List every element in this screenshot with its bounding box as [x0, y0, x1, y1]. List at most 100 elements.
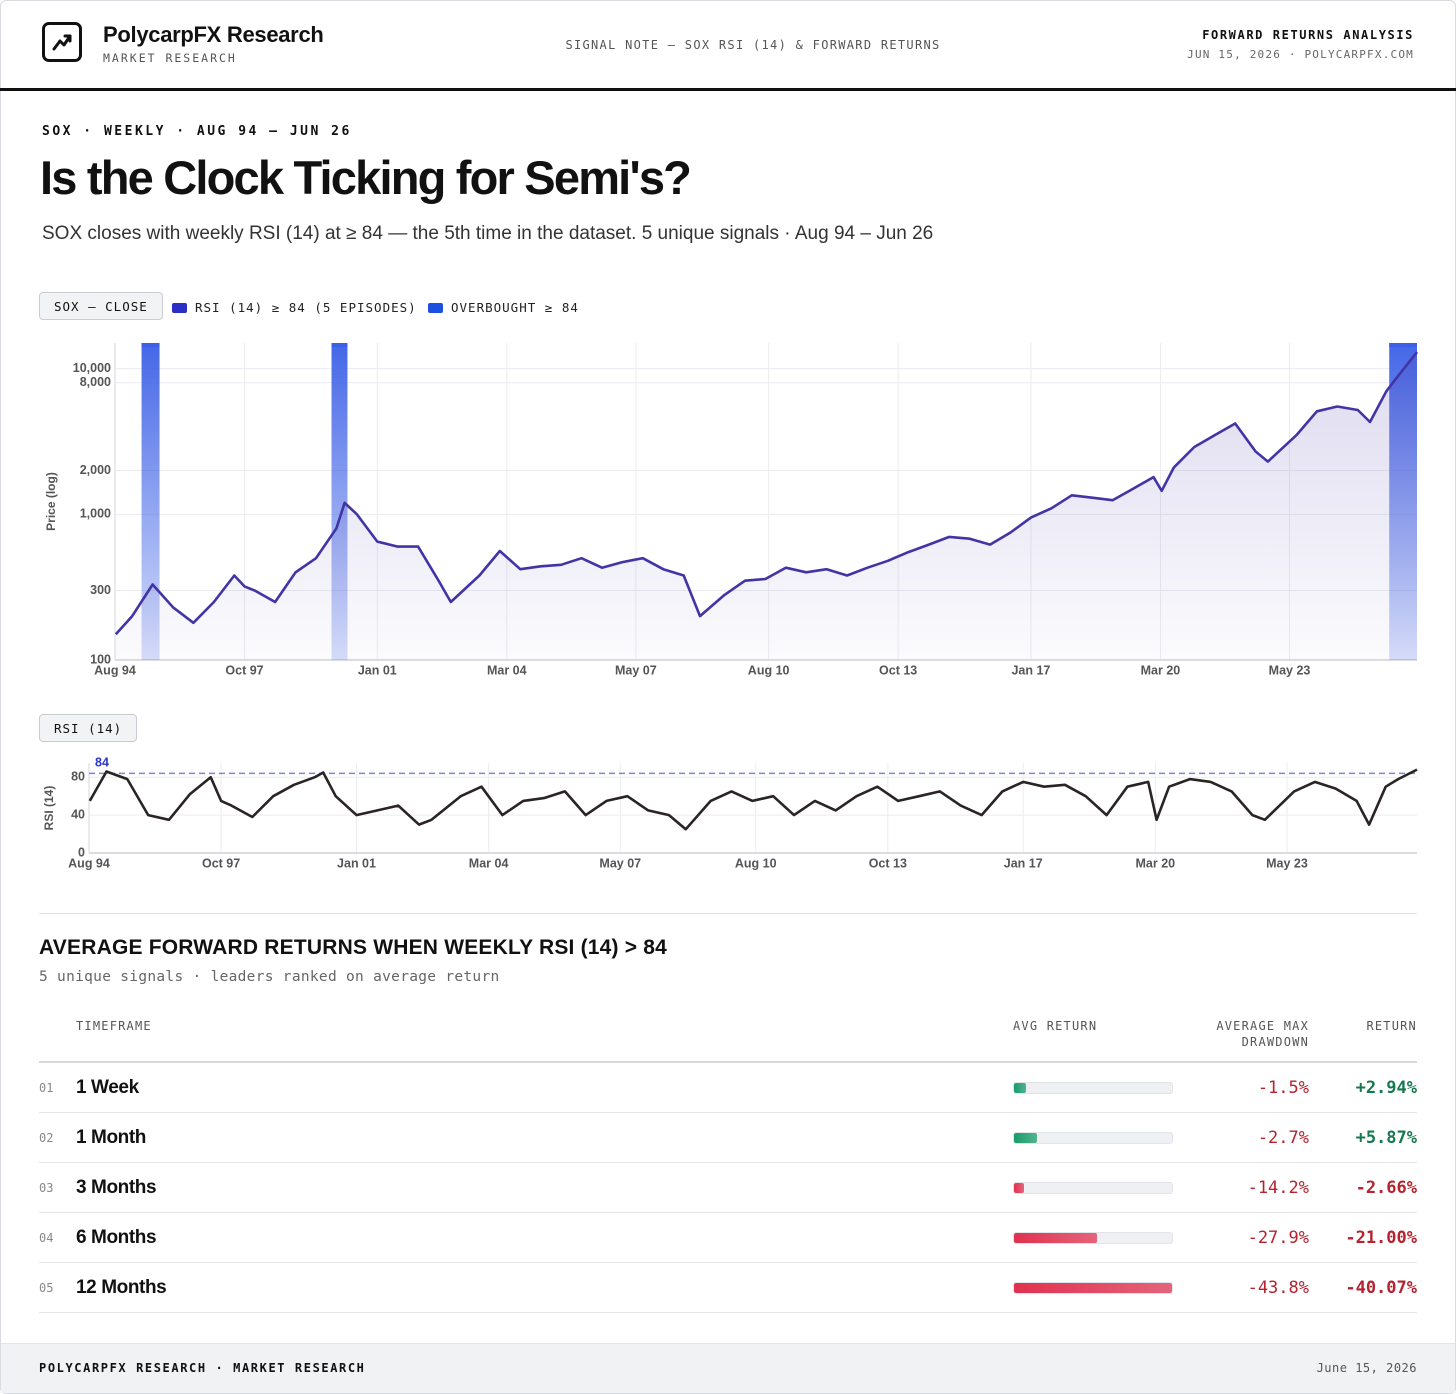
- x-tick-label: Oct 97: [225, 663, 263, 677]
- row-index: 02: [39, 1131, 54, 1145]
- row-drawdown: -27.9%: [1247, 1228, 1309, 1248]
- y-tick-label: 300: [90, 583, 111, 597]
- section-subtitle: 5 unique signals · leaders ranked on ave…: [39, 969, 500, 985]
- row-drawdown: -1.5%: [1257, 1078, 1309, 1098]
- y-tick-label: 1,000: [80, 507, 111, 521]
- y-tick-label: 100: [90, 652, 111, 666]
- header: PolycarpFX Research MARKET RESEARCH SIGN…: [0, 0, 1456, 91]
- bar-track: [1013, 1282, 1173, 1294]
- overbought-band: [141, 343, 160, 660]
- row-return: -21.00%: [1345, 1228, 1417, 1248]
- eyebrow: SOX · WEEKLY · AUG 94 – JUN 26: [42, 124, 352, 139]
- chart-label[interactable]: RSI (14): [39, 714, 138, 742]
- y-axis-label: Price (log): [44, 472, 58, 531]
- table-row: 02 1 Month -2.7% +5.87%: [39, 1113, 1417, 1163]
- row-return: -2.66%: [1355, 1178, 1417, 1198]
- table-row: 03 3 Months -14.2% -2.66%: [39, 1163, 1417, 1213]
- table-row: 04 6 Months -27.9% -21.00%: [39, 1213, 1417, 1263]
- legend-label: RSI (14) ≥ 84 (5 EPISODES): [195, 300, 417, 315]
- y-tick-label: 80: [71, 770, 85, 784]
- column-header: AVG RETURN: [1013, 1019, 1098, 1033]
- bar-track: [1013, 1132, 1173, 1144]
- row-timeframe: 6 Months: [76, 1227, 157, 1248]
- table-row: 01 1 Week -1.5% +2.94%: [39, 1063, 1417, 1113]
- header-right-title: FORWARD RETURNS ANALYSIS: [1202, 28, 1414, 42]
- overbought-band-cap: [331, 343, 348, 347]
- x-tick-label: Oct 13: [879, 663, 917, 677]
- chart-label[interactable]: SOX — CLOSE: [39, 292, 163, 320]
- row-timeframe: 1 Month: [76, 1127, 147, 1148]
- row-index: 03: [39, 1181, 54, 1195]
- section-title: AVERAGE FORWARD RETURNS WHEN WEEKLY RSI …: [39, 936, 668, 959]
- legend-label: OVERBOUGHT ≥ 84: [451, 300, 579, 315]
- column-header: TIMEFRAME: [76, 1019, 152, 1033]
- x-tick-label: May 07: [615, 663, 657, 677]
- legend-item: OVERBOUGHT ≥ 84: [428, 300, 579, 315]
- x-tick-label: May 23: [1269, 663, 1311, 677]
- x-tick-label: May 07: [599, 856, 641, 870]
- column-header: AVERAGE MAX DRAWDOWN: [1216, 1019, 1309, 1049]
- rsi-chart: 0 40 80 Aug 94 Oct 97 Jan 01 Mar 04 May 07 Aug 1…: [42, 756, 1418, 870]
- row-return: +5.87%: [1355, 1128, 1417, 1148]
- x-tick-label: Jan 17: [1004, 856, 1043, 870]
- overbought-band-cap: [141, 343, 160, 347]
- return-bar: [1014, 1283, 1172, 1293]
- row-return: +2.94%: [1355, 1078, 1417, 1098]
- x-tick-label: Mar 20: [1141, 663, 1181, 677]
- x-tick-label: Jan 01: [358, 663, 397, 677]
- header-right-subtitle: JUN 15, 2026 · POLYCARPFX.COM: [1187, 48, 1414, 61]
- bar-track: [1013, 1182, 1173, 1194]
- page-title: Is the Clock Ticking for Semi's?: [40, 151, 692, 204]
- row-return: -40.07%: [1345, 1278, 1417, 1298]
- y-axis-label: RSI (14): [42, 786, 56, 831]
- legend-swatch: [428, 302, 443, 313]
- y-tick-label: 2,000: [80, 463, 111, 477]
- footer: POLYCARPFX RESEARCH · MARKET RESEARCH Ju…: [1, 1343, 1455, 1393]
- series-line: [114, 351, 1419, 636]
- row-drawdown: -2.7%: [1257, 1128, 1309, 1148]
- x-tick-label: Mar 20: [1136, 856, 1176, 870]
- brand-subtitle: MARKET RESEARCH: [103, 51, 237, 65]
- footer-right: June 15, 2026: [1316, 1361, 1417, 1375]
- series-line: [88, 768, 1418, 831]
- row-index: 05: [39, 1281, 54, 1295]
- x-tick-label: Mar 04: [469, 856, 509, 870]
- x-tick-label: Oct 13: [869, 856, 907, 870]
- legend-item: RSI (14) ≥ 84 (5 EPISODES): [172, 300, 417, 315]
- x-tick-label: Aug 10: [748, 663, 790, 677]
- row-index: 01: [39, 1081, 54, 1095]
- y-tick-label: 0: [78, 845, 85, 859]
- bar-track: [1013, 1082, 1173, 1094]
- x-tick-label: Jan 17: [1011, 663, 1050, 677]
- footer-left: POLYCARPFX RESEARCH · MARKET RESEARCH: [39, 1361, 366, 1375]
- x-tick-label: Aug 10: [735, 856, 777, 870]
- overbought-band-cap: [1389, 343, 1417, 347]
- x-tick-label: Oct 97: [202, 856, 240, 870]
- column-header: RETURN: [1366, 1019, 1417, 1033]
- y-tick-label: 40: [71, 807, 85, 821]
- row-timeframe: 3 Months: [76, 1177, 157, 1198]
- bar-track: [1013, 1232, 1173, 1244]
- x-tick-label: Mar 04: [487, 663, 527, 677]
- price-area: [115, 352, 1417, 660]
- row-timeframe: 12 Months: [76, 1277, 167, 1298]
- x-tick-label: Aug 94: [94, 663, 136, 677]
- threshold-label: 84: [95, 756, 109, 770]
- row-drawdown: -14.2%: [1247, 1178, 1309, 1198]
- logo: [42, 22, 82, 62]
- table-header-line: [39, 1061, 1417, 1063]
- x-tick-label: May 23: [1266, 856, 1308, 870]
- return-bar: [1014, 1183, 1025, 1193]
- table-row: 05 12 Months -43.8% -40.07%: [39, 1263, 1417, 1313]
- brand: PolycarpFX Research: [103, 22, 324, 47]
- divider: [39, 913, 1417, 914]
- page-subtitle: SOX closes with weekly RSI (14) at ≥ 84 …: [42, 223, 934, 244]
- return-bar: [1014, 1133, 1038, 1143]
- y-tick-label: 8,000: [80, 375, 111, 389]
- return-bar: [1014, 1083, 1026, 1093]
- return-bar: [1014, 1233, 1097, 1243]
- logo-icon: [52, 34, 72, 51]
